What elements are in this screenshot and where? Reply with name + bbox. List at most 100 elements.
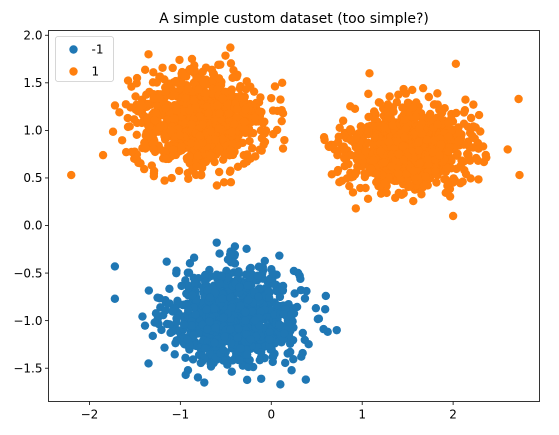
data-point-series-1 [246, 263, 255, 273]
data-point-series-1 [150, 318, 159, 327]
data-point-series-2 [415, 159, 425, 168]
data-point-series-2 [110, 101, 120, 110]
data-point-series-1 [184, 305, 193, 315]
data-point-series-2 [448, 211, 458, 221]
data-point-series-2 [277, 116, 286, 126]
x-tick-label: 0 [267, 408, 275, 422]
x-tick-label: 1 [358, 408, 366, 422]
data-point-series-1 [253, 271, 263, 280]
data-point-series-2 [212, 181, 222, 190]
data-point-series-2 [340, 144, 349, 153]
data-point-series-2 [245, 136, 254, 146]
data-point-series-1 [157, 325, 166, 335]
data-point-series-2 [394, 90, 403, 99]
data-point-series-2 [270, 82, 280, 91]
data-point-series-1 [293, 268, 303, 278]
data-point-series-2 [211, 135, 220, 145]
data-point-series-1 [260, 256, 269, 266]
data-point-series-2 [240, 124, 249, 133]
data-point-series-2 [341, 155, 351, 164]
data-point-series-2 [226, 43, 235, 52]
data-point-series-1 [281, 358, 290, 368]
data-point-series-2 [351, 204, 361, 213]
data-point-series-1 [165, 299, 174, 308]
data-point-series-1 [217, 272, 226, 281]
data-point-series-2 [376, 147, 385, 156]
data-point-series-1 [218, 345, 228, 355]
data-point-series-1 [236, 344, 245, 353]
data-point-series-2 [196, 170, 206, 179]
data-point-series-1 [200, 344, 210, 353]
data-point-series-2 [463, 122, 473, 131]
data-point-series-2 [241, 105, 250, 114]
data-point-series-2 [464, 150, 473, 159]
data-point-series-2 [324, 142, 334, 152]
data-point-series-2 [230, 119, 239, 129]
data-point-series-2 [364, 112, 373, 122]
data-point-series-2 [168, 63, 177, 73]
data-point-series-1 [189, 253, 199, 262]
data-point-series-2 [384, 137, 394, 147]
data-point-series-1 [215, 279, 225, 289]
data-point-series-2 [382, 188, 391, 198]
data-point-series-2 [233, 162, 243, 171]
data-point-series-1 [313, 314, 323, 324]
data-point-series-1 [226, 338, 236, 348]
data-point-series-2 [400, 133, 409, 142]
data-point-series-2 [443, 178, 452, 188]
data-point-series-2 [175, 55, 184, 65]
data-point-series-1 [265, 341, 274, 350]
data-point-series-2 [380, 123, 389, 132]
data-point-series-2 [431, 166, 440, 176]
data-point-series-2 [214, 167, 224, 177]
data-point-series-2 [117, 136, 127, 145]
data-point-series-2 [372, 177, 381, 187]
data-point-series-2 [141, 131, 150, 140]
data-point-series-2 [350, 170, 360, 179]
data-point-series-2 [458, 177, 467, 186]
data-point-series-2 [123, 113, 132, 123]
data-point-series-2 [374, 121, 383, 131]
data-point-series-2 [225, 167, 235, 177]
data-point-series-1 [151, 309, 161, 318]
data-point-series-2 [201, 88, 211, 98]
data-point-series-2 [370, 133, 379, 142]
data-point-series-2 [138, 101, 147, 110]
data-point-series-2 [177, 67, 187, 77]
data-point-series-2 [133, 107, 143, 116]
data-point-series-2 [169, 91, 179, 100]
data-point-series-2 [348, 188, 358, 197]
data-point-series-2 [346, 125, 355, 134]
data-point-series-1 [298, 348, 307, 358]
data-point-series-2 [476, 127, 485, 136]
data-point-series-2 [219, 178, 229, 187]
data-point-series-2 [214, 124, 223, 133]
data-point-series-2 [185, 152, 194, 161]
data-point-series-1 [188, 291, 197, 300]
data-point-series-2 [478, 142, 488, 151]
data-point-series-1 [196, 358, 206, 368]
data-point-series-2 [405, 181, 414, 190]
data-point-series-2 [142, 90, 151, 99]
data-point-series-2 [199, 75, 208, 85]
data-point-series-2 [333, 167, 342, 177]
data-point-series-1 [241, 270, 251, 279]
data-point-series-2 [158, 63, 167, 72]
data-point-series-2 [198, 120, 208, 129]
legend-box [55, 36, 114, 82]
data-point-series-1 [219, 356, 228, 365]
data-point-series-1 [268, 268, 277, 278]
data-point-series-2 [166, 126, 176, 136]
data-point-series-1 [223, 255, 233, 264]
data-point-series-2 [235, 93, 244, 102]
data-point-series-2 [250, 113, 260, 122]
data-point-series-2 [268, 106, 278, 115]
data-point-series-2 [514, 94, 523, 104]
data-point-series-1 [110, 262, 120, 271]
data-point-series-2 [145, 122, 154, 131]
data-point-series-2 [149, 144, 158, 154]
data-point-series-1 [188, 355, 198, 364]
data-point-series-1 [210, 304, 219, 313]
data-point-series-2 [257, 134, 267, 143]
